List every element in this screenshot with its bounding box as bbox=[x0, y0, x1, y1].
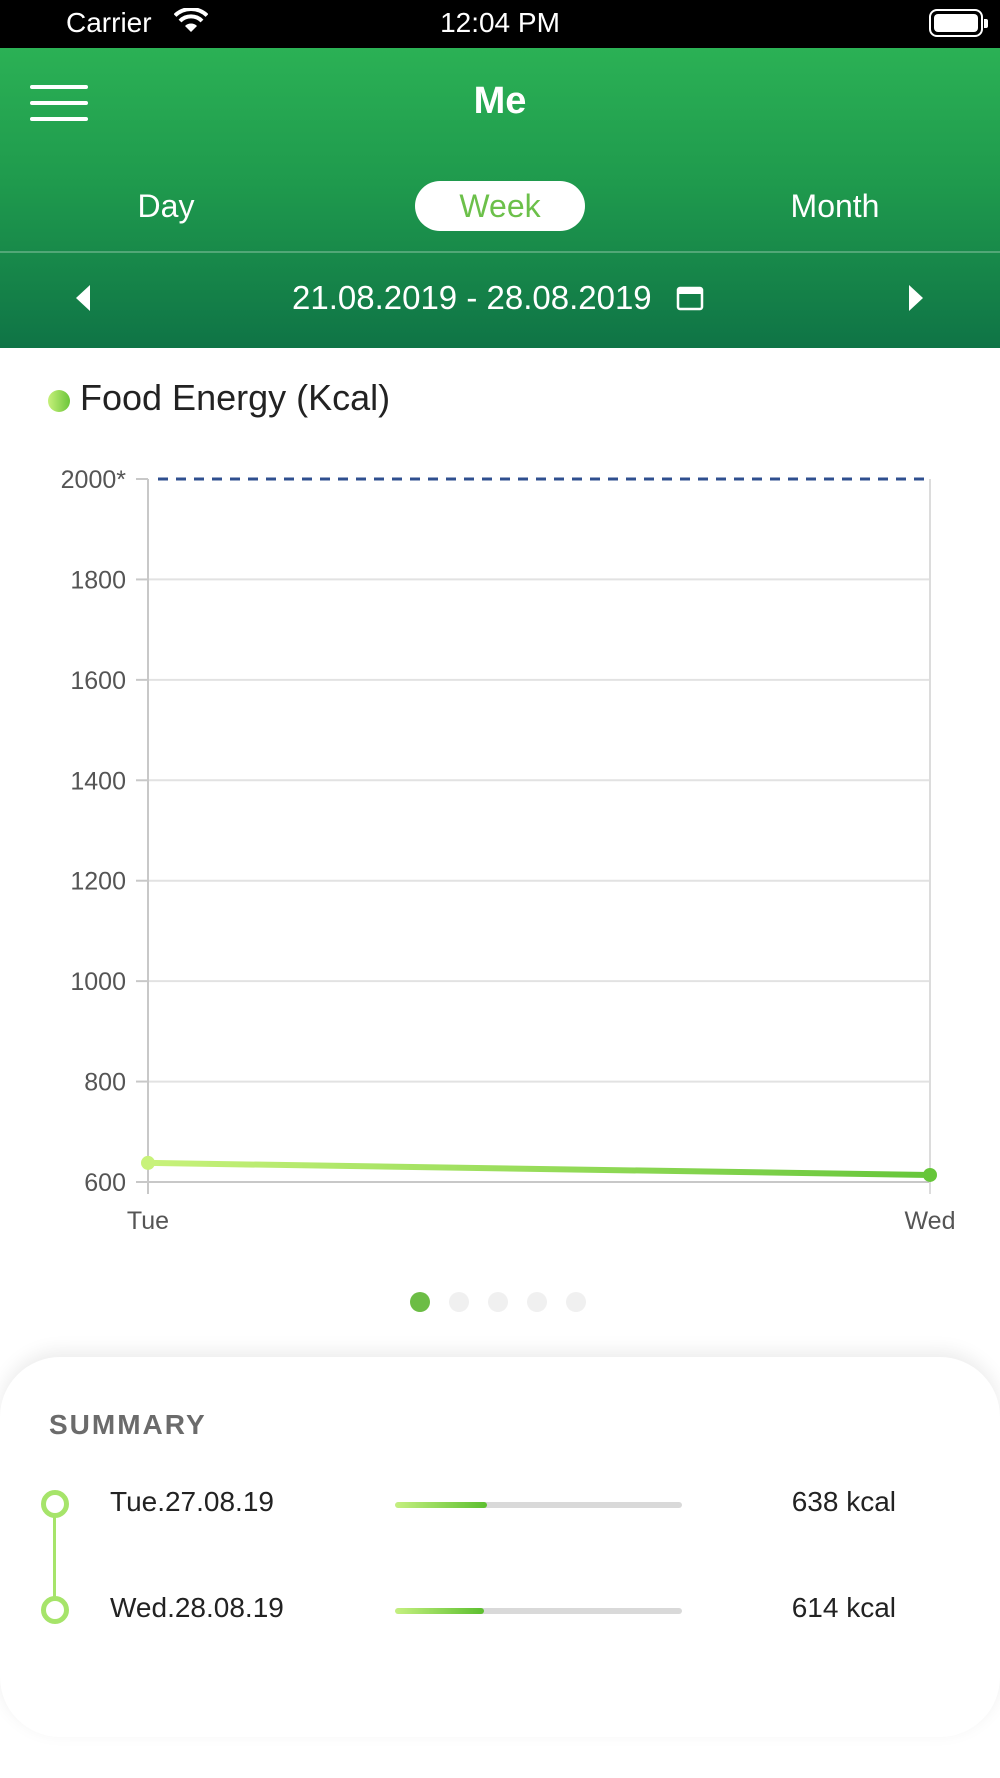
clock: 12:04 PM bbox=[440, 7, 560, 38]
period-tabs: Day Week Month bbox=[0, 181, 1000, 231]
summary-progress-bar bbox=[395, 1502, 682, 1508]
menu-icon[interactable] bbox=[30, 85, 88, 121]
header-divider bbox=[0, 251, 1000, 253]
date-range[interactable]: 21.08.2019 - 28.08.2019 bbox=[292, 279, 652, 316]
date-navigator: 21.08.2019 - 28.08.2019 bbox=[0, 253, 1000, 348]
summary-date: Wed.28.08.19 bbox=[110, 1592, 284, 1623]
page-dot[interactable] bbox=[566, 1292, 586, 1312]
timeline-line bbox=[53, 1503, 56, 1601]
x-tick-label: Wed bbox=[905, 1207, 956, 1235]
header: Me Day Week Month 21.08.2019 - 28.08.201… bbox=[0, 48, 1000, 348]
summary-value: 638 kcal bbox=[791, 1486, 896, 1517]
next-period-icon[interactable] bbox=[909, 285, 923, 311]
y-tick-label: 1000 bbox=[70, 968, 126, 996]
y-tick-label: 1400 bbox=[70, 767, 126, 795]
x-tick-label: Tue bbox=[127, 1207, 169, 1235]
timeline-node-icon bbox=[41, 1596, 69, 1624]
summary-row: Tue.27.08.19 638 kcal bbox=[0, 1486, 1000, 1536]
chart-legend-label: Food Energy (Kcal) bbox=[80, 377, 391, 418]
page-title: Me bbox=[473, 80, 527, 122]
food-energy-chart: 600 800 1000 1200 1400 1600 1800 2000* Tue Wed bbox=[61, 466, 956, 1235]
wifi-icon bbox=[174, 8, 208, 32]
data-point bbox=[923, 1167, 937, 1182]
summary-row: Wed.28.08.19 614 kcal bbox=[0, 1592, 1000, 1642]
y-tick-label: 1800 bbox=[70, 566, 126, 594]
series-line bbox=[145, 1159, 933, 1178]
y-tick-label: 600 bbox=[84, 1169, 126, 1197]
y-tick-label: 800 bbox=[84, 1069, 126, 1097]
timeline-node-icon bbox=[41, 1490, 69, 1518]
legend-dot-icon bbox=[48, 390, 70, 412]
summary-title: SUMMARY bbox=[49, 1409, 207, 1440]
page-dot[interactable] bbox=[488, 1292, 508, 1312]
bottom-safe-area bbox=[0, 1760, 1000, 1778]
tab-week[interactable]: Week bbox=[415, 181, 585, 231]
calendar-icon[interactable] bbox=[676, 285, 704, 311]
summary-progress-bar bbox=[395, 1608, 682, 1614]
page-dot[interactable] bbox=[410, 1292, 430, 1312]
goal-label: 2000* bbox=[61, 466, 127, 494]
data-point bbox=[141, 1155, 155, 1170]
page-dot[interactable] bbox=[527, 1292, 547, 1312]
page-dot[interactable] bbox=[449, 1292, 469, 1312]
carrier-label: Carrier bbox=[66, 7, 152, 38]
summary-value: 614 kcal bbox=[791, 1592, 896, 1623]
battery-icon bbox=[929, 9, 988, 37]
tab-day[interactable]: Day bbox=[137, 188, 195, 224]
summary-date: Tue.27.08.19 bbox=[110, 1486, 274, 1517]
y-tick-label: 1600 bbox=[70, 667, 126, 695]
summary-card: SUMMARY Tue.27.08.19 638 kcal Wed.28.08.… bbox=[0, 1357, 1000, 1737]
status-bar: Carrier 12:04 PM bbox=[0, 0, 1000, 54]
y-tick-label: 1200 bbox=[70, 868, 126, 896]
previous-period-icon[interactable] bbox=[76, 285, 90, 311]
tab-month[interactable]: Month bbox=[790, 188, 880, 224]
